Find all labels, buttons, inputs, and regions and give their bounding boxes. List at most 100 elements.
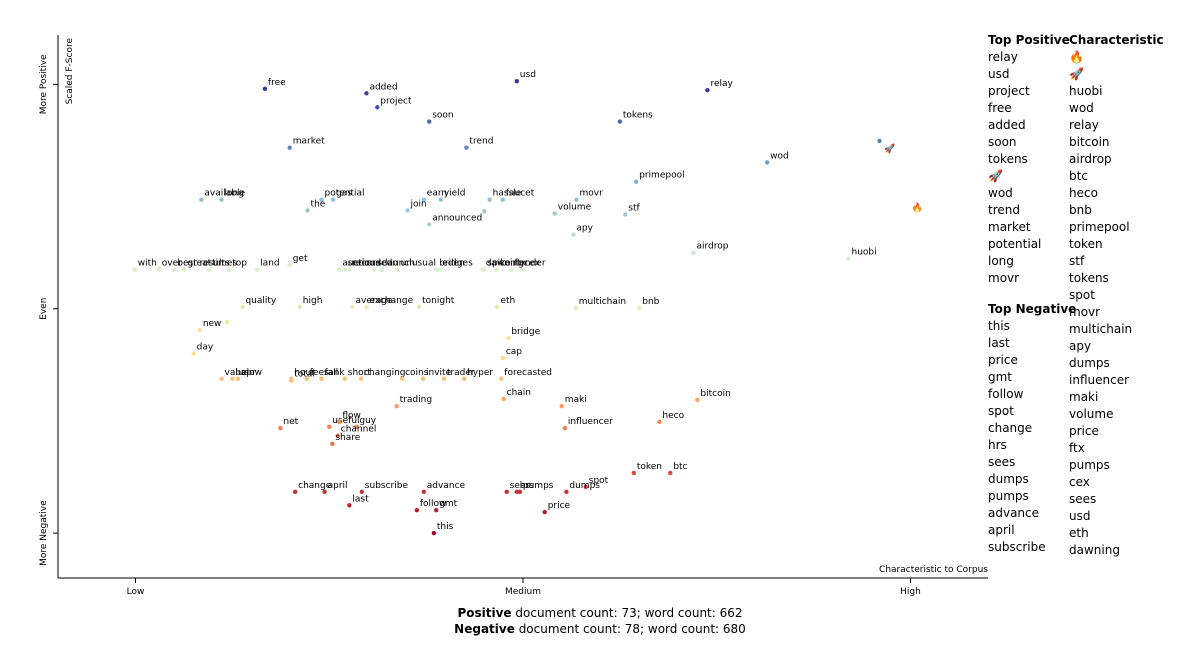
point (287, 145, 292, 150)
point (364, 91, 369, 96)
point-label: fall (325, 368, 339, 378)
list-item: soon (988, 135, 1017, 149)
point-label: recorded (352, 259, 392, 269)
point (342, 376, 347, 381)
list-item: eth (1069, 526, 1089, 540)
point-label: project (380, 96, 412, 106)
point-label: sees (510, 481, 531, 491)
list-item: relay (1069, 118, 1099, 132)
summary-positive: Positive document count: 73; word count:… (457, 606, 742, 620)
point-label: guy (359, 416, 376, 426)
point (395, 267, 400, 272)
point-label: cap (506, 347, 522, 357)
list-item: subscribe (988, 540, 1046, 554)
point-label: forecasted (504, 368, 552, 378)
point (342, 267, 347, 272)
point-label: hyper (467, 368, 493, 378)
point (434, 267, 439, 272)
point (500, 197, 506, 202)
list-item: gmt (988, 370, 1012, 384)
point (278, 425, 283, 431)
point-label: cex (524, 259, 540, 269)
point-label: rank (325, 368, 346, 378)
point (657, 419, 662, 425)
point-label: advance (427, 481, 466, 491)
list-item: potential (988, 237, 1041, 251)
point (335, 433, 340, 438)
point-label: value (225, 368, 250, 378)
list-item: price (1069, 424, 1099, 438)
point-label: dawning (486, 259, 524, 269)
point-label: huobi (852, 247, 877, 257)
list-item: primepool (1069, 220, 1130, 234)
point-label: potential (325, 189, 365, 199)
point-icon: 🔥 (912, 201, 923, 213)
point (519, 267, 524, 272)
point (132, 267, 137, 272)
point (877, 138, 882, 144)
point (375, 105, 380, 110)
point (637, 305, 642, 311)
list-item: huobi (1069, 84, 1103, 98)
point-label: spot (589, 476, 609, 486)
point-label: unusual (400, 259, 436, 269)
point-label: fees (310, 368, 329, 378)
point-label: hrs (520, 481, 534, 491)
point-label: average (356, 296, 393, 306)
point-label: the (311, 199, 326, 209)
point (631, 470, 637, 476)
list-item: 🚀 (1069, 67, 1084, 81)
list-item: long (988, 254, 1014, 268)
point-label: share (335, 433, 360, 443)
point-label: coins (405, 368, 429, 378)
point-label: gas (336, 189, 352, 199)
point (427, 119, 432, 124)
point-label: day (197, 343, 214, 353)
point-label: added (369, 82, 397, 92)
list-title: Top Positive (988, 33, 1070, 47)
point (197, 327, 203, 333)
point (199, 197, 204, 202)
point (304, 376, 309, 381)
point (347, 503, 352, 508)
point (431, 530, 437, 536)
point-label: times (212, 259, 237, 269)
point-label: april (328, 481, 348, 491)
point-label: spike (487, 259, 511, 269)
point (499, 376, 504, 381)
point (227, 267, 232, 272)
point (330, 197, 336, 202)
point (350, 304, 355, 310)
list-item: maki (1069, 390, 1098, 404)
list-item: movr (1069, 305, 1100, 319)
point-label: stf (628, 204, 640, 214)
point-label: volume (558, 203, 592, 213)
point (427, 222, 432, 227)
list-title: Top Negative (988, 302, 1076, 316)
list-item: market (988, 220, 1031, 234)
point-label: over (162, 259, 182, 269)
point-label: trading (400, 395, 432, 405)
point-label: short (348, 368, 372, 378)
point-label: this (437, 522, 454, 532)
summary-label: Negative (454, 622, 515, 636)
point-label: channel (341, 425, 377, 435)
point (487, 197, 492, 202)
point-label: total (294, 370, 315, 380)
point (514, 489, 519, 495)
point (414, 508, 420, 513)
list-item: change (988, 421, 1032, 435)
y-tick-label: Even (39, 298, 49, 320)
point (394, 403, 399, 409)
point-label: bridge (511, 327, 540, 337)
point (224, 320, 230, 325)
point-label: multichain (579, 297, 626, 307)
point (691, 250, 696, 255)
list-item: influencer (1069, 373, 1129, 387)
point (583, 484, 588, 490)
point (156, 266, 161, 271)
point-label: btc (673, 462, 687, 472)
point-label: last (352, 494, 369, 504)
list-item: dumps (1069, 356, 1110, 370)
point (358, 376, 364, 381)
